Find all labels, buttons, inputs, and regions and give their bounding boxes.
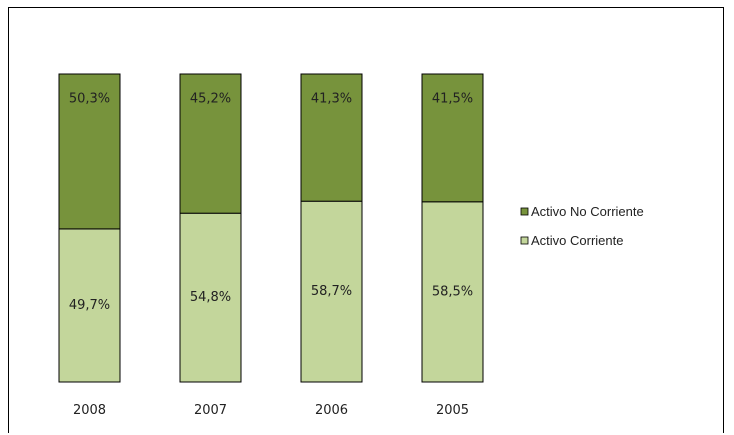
legend-swatch-activo-no-corriente [520, 207, 529, 216]
x-tick-label-2008: 2008 [73, 403, 106, 418]
data-label-activo-no-corriente-2008: 50,3% [69, 92, 110, 107]
data-label-activo-corriente-2005: 58,5% [432, 284, 473, 299]
legend-label-activo-no-corriente: Activo No Corriente [531, 204, 644, 219]
data-label-activo-corriente-2007: 54,8% [190, 290, 231, 305]
legend: Activo No Corriente Activo Corriente [520, 204, 644, 248]
data-label-activo-no-corriente-2007: 45,2% [190, 92, 231, 107]
bar-activo-corriente-2008 [58, 228, 121, 383]
data-label-activo-no-corriente-2005: 41,5% [432, 92, 473, 107]
legend-swatch-activo-corriente [520, 236, 529, 245]
x-tick-label-2005: 2005 [436, 403, 469, 418]
bar-activo-corriente-2006 [300, 200, 363, 383]
bar-activo-corriente-2005 [421, 201, 484, 383]
bar-activo-no-corriente-2005 [421, 73, 484, 203]
data-label-activo-no-corriente-2006: 41,3% [311, 92, 352, 107]
labels-layer: 49,7% 50,3% 54,8% 45,2% 58,7% 41,3% 58,5% 41,5% [69, 92, 473, 314]
data-label-activo-corriente-2006: 58,7% [311, 284, 352, 299]
chart-frame [8, 7, 724, 433]
bar-activo-no-corriente-2006 [300, 73, 363, 202]
legend-label-activo-corriente: Activo Corriente [531, 233, 623, 248]
data-label-activo-corriente-2008: 49,7% [69, 298, 110, 313]
bar-activo-no-corriente-2007 [179, 73, 242, 214]
ticks-layer: 2008 2007 2006 2005 [73, 403, 469, 418]
x-tick-label-2006: 2006 [315, 403, 348, 418]
bar-activo-no-corriente-2008 [58, 73, 121, 230]
bars-layer [58, 73, 484, 383]
x-tick-label-2007: 2007 [194, 403, 227, 418]
